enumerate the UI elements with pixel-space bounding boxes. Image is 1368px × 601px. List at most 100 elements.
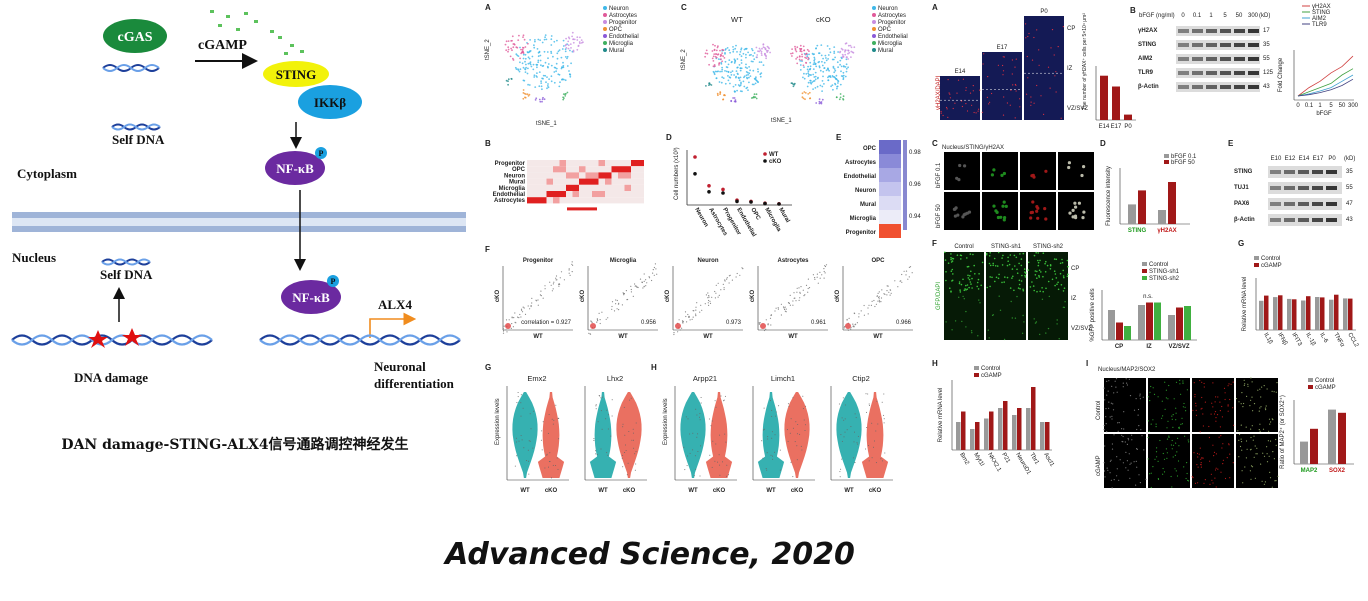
violin-point [548,466,549,468]
r-i-cell [1213,413,1216,415]
tsne-point-progenitor [571,35,573,38]
r-i-tile [1192,434,1234,488]
heatmap-cell [624,197,631,204]
r-i-cell [1125,451,1127,453]
r-i-cell [1224,392,1226,394]
r-f-cell [1010,300,1012,303]
r-i-cell [1251,381,1253,383]
r-i-cell [1252,410,1254,412]
r-c-cell [1035,209,1039,213]
violin-point [622,426,624,428]
scatter-point [777,308,779,310]
tsne-point-neuron [546,87,548,90]
r-i-cell [1183,402,1185,405]
tsne-point-neuron [832,88,834,91]
violin-point [528,473,530,475]
corr-cell [879,196,901,210]
tsne-point-neuron [749,69,751,72]
violin-shape [705,392,733,478]
violin-point [868,405,870,406]
scatter-point [728,275,730,277]
r-i-cell [1192,409,1194,411]
tsne-point-astrocytes [718,62,720,65]
tsne-point-neuron [538,85,541,88]
tsne-point-neuron [755,76,757,79]
tsne-point-neuron [799,69,802,71]
tsne-point-neuron [747,51,749,54]
r-bline-legend: AIM2 [1312,16,1327,22]
tsne-point-neuron [555,62,558,65]
tsne-point-progenitor [761,47,763,50]
r-f-cell [988,262,991,265]
tsne-point-progenitor [573,38,576,41]
tsne-point-neuron [814,75,817,78]
heatmap-cell [605,191,612,198]
heatmap-cell [540,191,547,198]
r-i-cell [1194,396,1196,398]
heatmap-cell [566,184,573,191]
tsne-point-astrocytes [719,49,721,52]
r-e-stage: E17 [1313,156,1324,162]
heatmap-cell [631,172,638,179]
scatter-point [863,304,865,307]
heatmap-cell [618,172,625,179]
tsne-point-neuron [827,58,829,60]
r-i-cell [1126,382,1128,384]
r-i-cell [1219,410,1221,412]
heatmap-cell [592,184,599,191]
r-i-cell [1145,478,1147,480]
r-f-cell [1038,276,1041,278]
scatter-point [860,310,862,312]
r-c-tile [982,152,1018,190]
tsne-point-neuron [545,81,547,84]
r-i-cell [1155,451,1158,453]
corr-row-label: Microglia [850,216,877,222]
heatmap-cell [631,166,638,173]
scatter-cluster [760,323,766,329]
violin-point [605,418,607,420]
r-f-cell [1020,258,1023,260]
heatmap-cell [605,197,612,204]
r-i-cell [1200,408,1202,410]
r-f-zone: CP [1071,266,1079,272]
r-i-cell [1272,451,1274,453]
heatmap-cell [572,160,579,167]
r-f-cell [1044,262,1046,265]
dotplot-point-wt [721,187,725,192]
violin-point [876,400,878,402]
r-c-cell [1043,207,1047,211]
tsne-point-neuron [529,62,531,65]
scatter-point [709,302,712,304]
r-a-bar: E14 E17 P0 [1095,66,1136,130]
r-i-cell [1108,380,1110,382]
tsne-point-microglia [835,96,838,99]
r-a-signal [1025,37,1027,39]
tsne-point-neuron [822,70,825,73]
r-i-cell [1141,435,1143,437]
tsne-point-neuron [721,68,724,71]
dotplot-point-wt [707,184,711,188]
tsne-point-astrocytes [510,47,512,50]
r-ibar-bar [1338,412,1346,464]
tsne-point-progenitor [845,56,848,58]
r-e-label: E [1228,139,1234,148]
violin-point [804,430,806,431]
violin-xtick-wt: WT [844,488,854,494]
scatter-point [568,272,570,274]
tsne-point-progenitor [760,50,763,53]
r-c-label: C [932,139,938,148]
scatter-corr: correlation = 0.927 [521,320,572,326]
r-f-cell [970,283,972,285]
r-e-stage: E10 [1271,156,1282,162]
tsne-point-neuron [715,77,718,80]
r-i-cell [1111,448,1114,450]
tsne-point-neuron [821,90,823,92]
r-a-signal [972,90,974,92]
violin-point [600,397,602,399]
r-ibar-ylabel: Ratio of MAP2⁺ (or SOX2⁺) [1279,395,1286,469]
scatter-point [506,331,508,333]
legend-label-microglia: Microglia [609,41,634,47]
r-i-tile [1148,378,1190,432]
scatter-point [782,306,785,308]
tsne-point-astrocytes [507,48,510,51]
